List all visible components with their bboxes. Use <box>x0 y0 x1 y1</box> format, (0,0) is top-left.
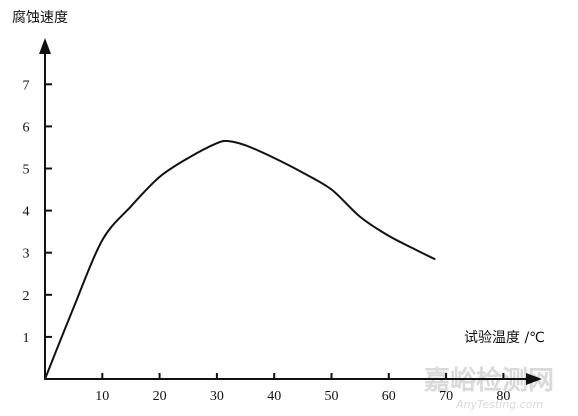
y-tick-label-2: 2 <box>23 289 30 304</box>
y-tick-label-1: 1 <box>23 331 30 346</box>
x-tick-label-60: 60 <box>382 389 396 404</box>
x-tick-label-80: 80 <box>496 389 510 404</box>
x-axis-title: 试验温度 /℃ <box>464 330 545 346</box>
y-axis-title: 腐蚀速度 <box>12 9 68 26</box>
x-tick-label-50: 50 <box>325 389 339 404</box>
x-tick-label-30: 30 <box>210 389 224 404</box>
y-axis-ticks: 1 2 3 4 5 6 7 <box>23 78 52 346</box>
y-axis-arrow <box>39 38 51 54</box>
corrosion-rate-series-line <box>44 139 436 380</box>
y-tick-label-4: 4 <box>23 205 30 220</box>
x-tick-label-20: 20 <box>153 389 167 404</box>
x-axis-ticks: 10 20 30 40 50 60 70 80 <box>95 373 510 404</box>
watermark-sub-text: AnyTesting.com <box>455 398 543 411</box>
y-tick-label-7: 7 <box>23 78 30 93</box>
x-tick-label-40: 40 <box>267 389 281 404</box>
y-tick-label-6: 6 <box>23 120 30 135</box>
axes <box>39 38 542 385</box>
x-tick-label-70: 70 <box>439 389 453 404</box>
x-tick-label-10: 10 <box>95 389 109 404</box>
y-tick-label-5: 5 <box>23 163 30 178</box>
y-tick-label-3: 3 <box>23 247 30 262</box>
x-axis-arrow <box>526 373 542 385</box>
watermark: 嘉峪检测网 AnyTesting.com <box>424 365 554 411</box>
